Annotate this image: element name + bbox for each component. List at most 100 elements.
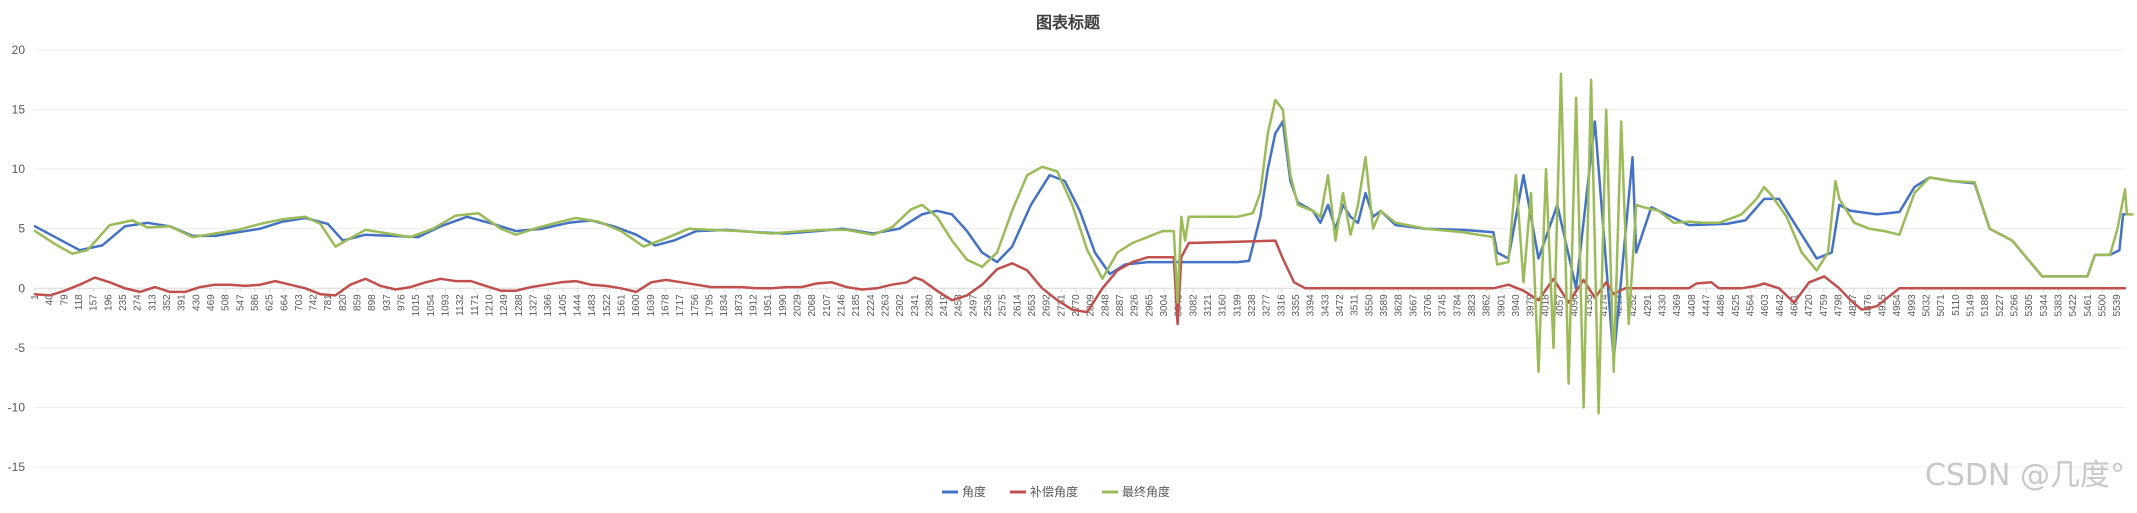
x-tick-label: 196 xyxy=(103,294,114,311)
x-tick-label: 4018 xyxy=(1540,294,1551,317)
x-tick-label: 3823 xyxy=(1467,294,1478,317)
x-tick-label: 5110 xyxy=(1951,294,1962,316)
x-tick-label: 2029 xyxy=(792,294,803,317)
y-tick-label: 10 xyxy=(12,162,26,176)
x-tick-label: 3667 xyxy=(1408,294,1419,317)
x-tick-label: 1288 xyxy=(514,294,525,317)
x-tick-label: 3238 xyxy=(1247,294,1258,317)
x-tick-label: 2068 xyxy=(807,294,818,317)
x-tick-label: 4954 xyxy=(1892,294,1903,317)
x-tick-label: 4447 xyxy=(1702,294,1713,317)
x-tick-label: 430 xyxy=(191,294,202,311)
x-tick-label: 1561 xyxy=(617,294,628,317)
x-tick-label: 1678 xyxy=(660,294,671,317)
x-tick-label: 5149 xyxy=(1965,294,1976,317)
x-tick-label: 4720 xyxy=(1804,294,1815,317)
x-tick-label: 1834 xyxy=(719,294,730,317)
x-tick-label: 2341 xyxy=(910,294,921,317)
x-tick-label: 1522 xyxy=(602,294,613,317)
x-tick-label: 3160 xyxy=(1218,294,1229,317)
x-tick-label: 1093 xyxy=(441,294,452,317)
y-tick-label: 5 xyxy=(18,222,25,236)
x-tick-label: 898 xyxy=(367,294,378,311)
x-tick-label: 3511 xyxy=(1350,294,1361,316)
x-tick-label: 4174 xyxy=(1599,294,1610,317)
x-tick-label: 5461 xyxy=(2083,294,2094,317)
x-tick-label: 547 xyxy=(235,294,246,311)
x-tick-label: 3628 xyxy=(1394,294,1405,317)
x-tick-label: 4408 xyxy=(1687,294,1698,317)
x-tick-label: 1132 xyxy=(455,294,466,316)
x-tick-label: 5305 xyxy=(2024,294,2035,317)
x-tick-label: 2302 xyxy=(895,294,906,317)
x-tick-label: 1483 xyxy=(587,294,598,317)
x-tick-label: 235 xyxy=(118,294,129,311)
x-tick-label: 625 xyxy=(265,294,276,311)
x-tick-label: 859 xyxy=(353,294,364,311)
x-tick-label: 1249 xyxy=(499,294,510,317)
x-tick-label: 937 xyxy=(382,294,393,311)
series-lines xyxy=(33,72,2134,415)
x-tick-label: 3355 xyxy=(1291,294,1302,317)
y-tick-label: -10 xyxy=(8,400,26,414)
x-tick-label: 40 xyxy=(45,294,56,306)
x-tick-label: 1951 xyxy=(763,294,774,317)
watermark: CSDN @几度° xyxy=(1925,458,2125,493)
legend-label: 补偿角度 xyxy=(1030,484,1078,499)
x-tick-label: 4564 xyxy=(1746,294,1757,317)
x-tick-label: 352 xyxy=(162,294,173,311)
y-tick-label: 15 xyxy=(12,103,26,117)
x-tick-label: 586 xyxy=(250,294,261,311)
x-tick-label: 1210 xyxy=(485,294,496,317)
x-tick-label: 1990 xyxy=(778,294,789,317)
x-tick-label: 4993 xyxy=(1907,294,1918,317)
x-tick-label: 3784 xyxy=(1452,294,1463,317)
x-tick-label: 508 xyxy=(221,294,232,311)
x-tick-label: 5422 xyxy=(2068,294,2079,317)
x-tick-label: 3121 xyxy=(1203,294,1214,317)
y-tick-label: 20 xyxy=(12,43,26,57)
x-tick-label: 976 xyxy=(397,294,408,311)
x-tick-label: 313 xyxy=(147,294,158,311)
x-tick-label: 1 xyxy=(30,294,41,300)
y-axis-tick-labels: -15 -10 -5 0 5 10 15 20 xyxy=(8,43,26,474)
x-tick-label: 2965 xyxy=(1144,294,1155,317)
x-tick-label: 1873 xyxy=(734,294,745,317)
x-tick-label: 3082 xyxy=(1188,294,1199,317)
x-tick-label: 5500 xyxy=(2097,294,2108,317)
x-tick-label: 5188 xyxy=(1980,294,1991,317)
x-tick-label: 118 xyxy=(74,294,85,310)
x-tick-label: 4486 xyxy=(1716,294,1727,317)
x-tick-label: 3745 xyxy=(1438,294,1449,317)
x-tick-label: 820 xyxy=(338,294,349,311)
x-tick-label: 1366 xyxy=(543,294,554,317)
x-tick-label: 4252 xyxy=(1628,294,1639,317)
x-tick-label: 1639 xyxy=(646,294,657,317)
x-tick-label: 4603 xyxy=(1760,294,1771,317)
x-tick-label: 2146 xyxy=(836,294,847,317)
x-tick-label: 1717 xyxy=(675,294,686,317)
x-tick-label: 2731 xyxy=(1056,294,1067,317)
x-tick-label: 4915 xyxy=(1878,294,1889,317)
x-tick-label: 5032 xyxy=(1921,294,1932,317)
x-tick-label: 4798 xyxy=(1834,294,1845,317)
x-tick-label: 2575 xyxy=(998,294,1009,317)
x-tick-label: 4642 xyxy=(1775,294,1786,317)
x-tick-label: 4525 xyxy=(1731,294,1742,317)
x-tick-label: 2614 xyxy=(1012,294,1023,317)
x-tick-label: 5539 xyxy=(2112,294,2123,317)
x-tick-label: 5383 xyxy=(2053,294,2064,317)
x-tick-label: 4057 xyxy=(1555,294,1566,317)
x-tick-label: 3940 xyxy=(1511,294,1522,317)
x-tick-label: 1756 xyxy=(690,294,701,317)
x-tick-label: 3550 xyxy=(1364,294,1375,317)
y-tick-label: -15 xyxy=(8,460,26,474)
x-tick-label: 391 xyxy=(177,294,188,311)
x-tick-label: 1795 xyxy=(704,294,715,317)
x-tick-label: 1444 xyxy=(573,294,584,317)
x-tick-label: 157 xyxy=(89,294,100,311)
x-tick-label: 4369 xyxy=(1672,294,1683,317)
series-line-1 xyxy=(33,120,2127,362)
legend: 角度 补偿角度 最终角度 xyxy=(942,484,1170,499)
x-tick-label: 2263 xyxy=(880,294,891,317)
